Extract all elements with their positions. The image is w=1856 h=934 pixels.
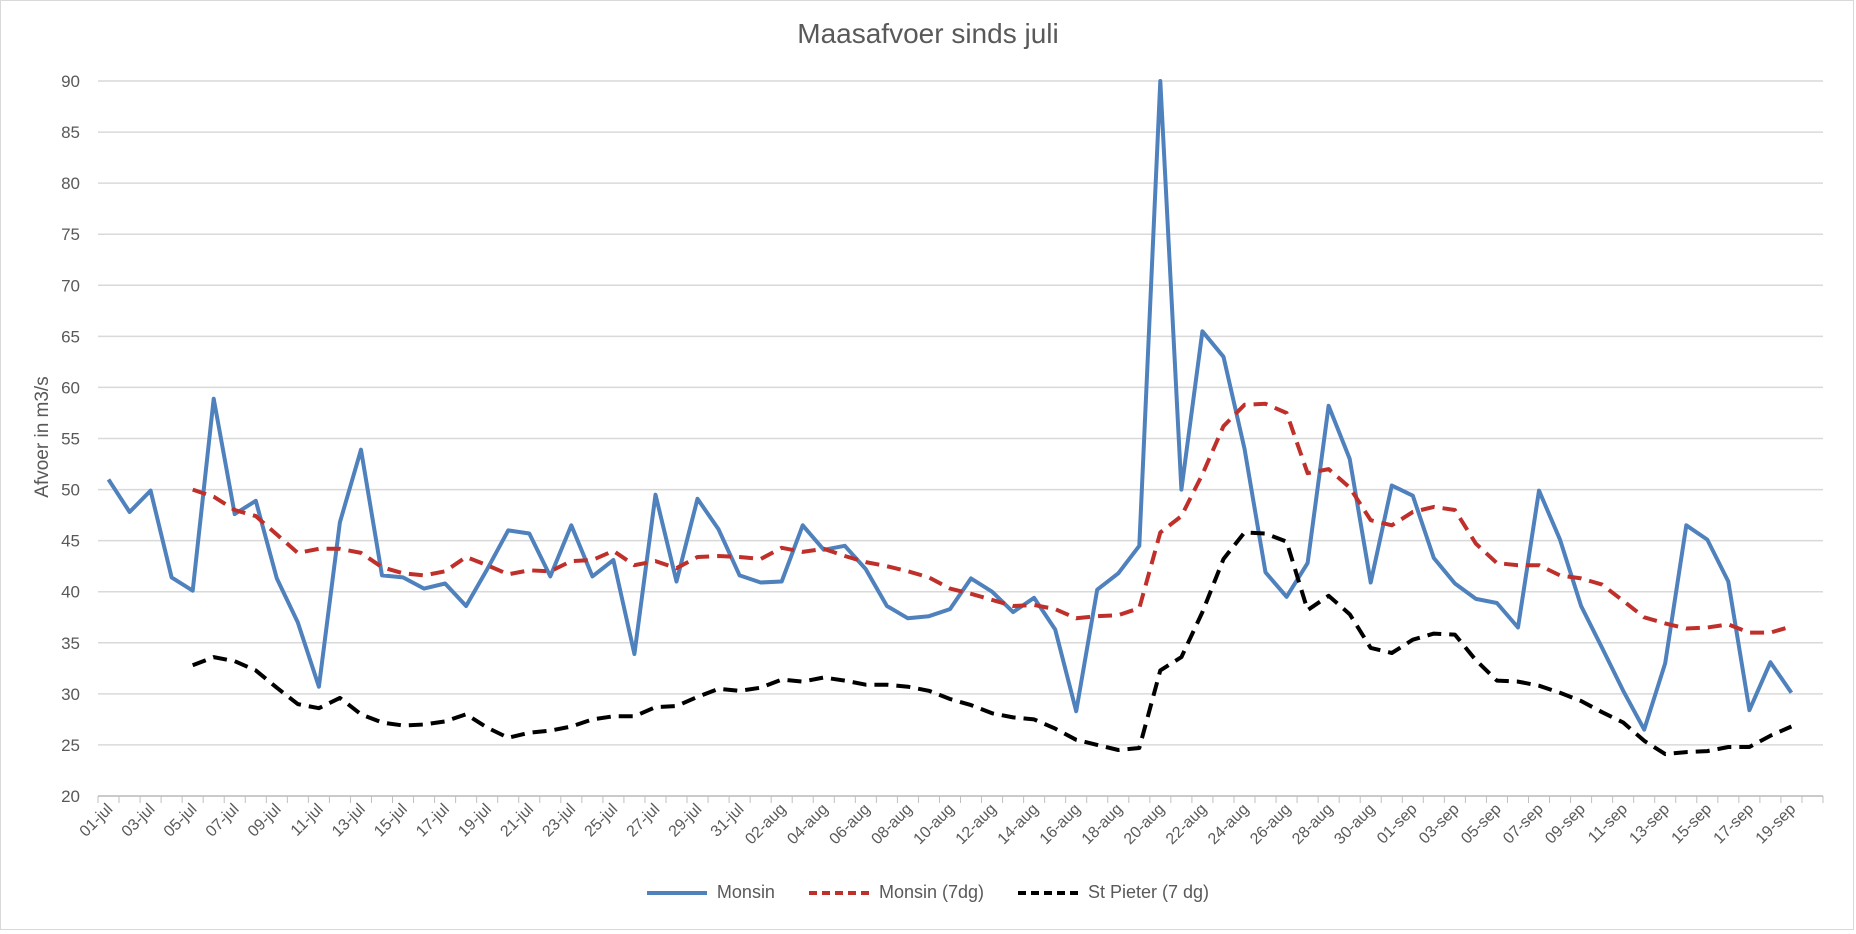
y-tick-label: 75 bbox=[61, 225, 80, 244]
y-tick-label: 20 bbox=[61, 787, 80, 806]
x-tick-label: 12-aug bbox=[953, 801, 1000, 848]
x-tick-label: 04-aug bbox=[784, 801, 831, 848]
y-tick-label: 60 bbox=[61, 378, 80, 397]
y-tick-label: 50 bbox=[61, 481, 80, 500]
x-tick-label: 30-aug bbox=[1331, 801, 1378, 848]
legend-label: Monsin (7dg) bbox=[878, 882, 984, 902]
x-tick-label: 16-aug bbox=[1037, 801, 1084, 848]
x-tick-label: 20-aug bbox=[1121, 801, 1168, 848]
y-tick-label: 35 bbox=[61, 634, 80, 653]
y-tick-label: 25 bbox=[61, 736, 80, 755]
y-tick-label: 85 bbox=[61, 123, 80, 142]
series-line-3 bbox=[191, 530, 1793, 757]
x-tick-label: 11-jul bbox=[288, 801, 327, 840]
x-tick-label: 07-sep bbox=[1500, 801, 1547, 848]
x-tick-label: 22-aug bbox=[1163, 801, 1210, 848]
chart-title: Maasafvoer sinds juli bbox=[797, 18, 1059, 49]
x-tick-label: 31-jul bbox=[708, 801, 748, 841]
x-tick-label: 06-aug bbox=[826, 801, 873, 848]
x-tick-label: 28-aug bbox=[1289, 801, 1336, 848]
x-tick-label: 29-jul bbox=[666, 801, 706, 841]
series-lines bbox=[106, 79, 1794, 757]
legend-swatch bbox=[646, 890, 707, 895]
legend-swatch bbox=[808, 890, 869, 895]
x-tick-label: 02-aug bbox=[742, 801, 789, 848]
x-tick-label: 03-jul bbox=[119, 801, 159, 841]
legend-swatch bbox=[1018, 890, 1078, 895]
x-tick-label: 13-sep bbox=[1626, 801, 1673, 848]
x-tick-label: 13-jul bbox=[329, 801, 369, 841]
legend-item: Monsin (7dg) bbox=[808, 882, 984, 903]
y-axis-title: Afvoer in m3/s bbox=[32, 376, 53, 497]
x-tick-label: 26-aug bbox=[1247, 801, 1294, 848]
x-tick-label: 19-jul bbox=[455, 801, 495, 841]
x-tick-label: 01-sep bbox=[1374, 801, 1421, 848]
y-tick-label: 70 bbox=[61, 276, 80, 295]
x-tick-label: 08-aug bbox=[868, 801, 915, 848]
y-tick-label: 55 bbox=[61, 430, 80, 449]
x-tick-label: 15-sep bbox=[1669, 801, 1716, 848]
x-tick-label: 05-jul bbox=[161, 801, 201, 841]
x-tick-label: 01-jul bbox=[77, 801, 117, 841]
x-tick-label: 21-jul bbox=[497, 801, 537, 841]
legend-item: St Pieter (7 dg) bbox=[1018, 882, 1209, 903]
x-tick-label: 15-jul bbox=[371, 801, 411, 841]
x-tick-label: 25-jul bbox=[582, 801, 622, 841]
y-tick-label: 40 bbox=[61, 583, 80, 602]
y-axis: 20 25 30 35 40 45 50 55 60 65 70 75 80 85 90 bbox=[61, 72, 80, 806]
gridlines bbox=[98, 80, 1823, 797]
legend-item: Monsin bbox=[646, 882, 775, 903]
legend-label: Monsin bbox=[716, 882, 775, 902]
x-tick-label: 24-aug bbox=[1205, 801, 1252, 848]
y-tick-label: 65 bbox=[61, 327, 80, 346]
series-line-2 bbox=[192, 401, 1792, 635]
x-tick-label: 05-sep bbox=[1458, 801, 1505, 848]
y-tick-label: 45 bbox=[61, 532, 80, 551]
y-tick-label: 90 bbox=[61, 72, 80, 91]
series-line-1 bbox=[106, 79, 1794, 732]
legend-label: St Pieter (7 dg) bbox=[1088, 882, 1210, 902]
x-tick-label: 09-sep bbox=[1542, 801, 1589, 848]
y-tick-label: 80 bbox=[61, 174, 80, 193]
x-tick-label: 27-jul bbox=[624, 801, 664, 841]
x-tick-label: 17-jul bbox=[413, 801, 453, 841]
legend: Monsin Monsin (7dg) St Pieter (7 dg) bbox=[0, 882, 1856, 903]
y-tick-label: 30 bbox=[61, 685, 80, 704]
x-tick-label: 09-jul bbox=[245, 801, 285, 841]
x-axis: 01-jul 03-jul 05-jul 07-jul 09-jul 11-jul 13-j… bbox=[77, 795, 1824, 848]
x-tick-label: 18-aug bbox=[1079, 801, 1126, 848]
x-tick-label: 11-sep bbox=[1585, 801, 1631, 847]
x-tick-label: 03-sep bbox=[1416, 801, 1463, 848]
x-tick-label: 17-sep bbox=[1711, 801, 1758, 848]
x-tick-label: 19-sep bbox=[1753, 801, 1800, 848]
x-tick-label: 10-aug bbox=[911, 801, 958, 848]
x-tick-label: 23-jul bbox=[539, 801, 579, 841]
x-tick-label: 14-aug bbox=[995, 801, 1042, 848]
x-tick-label: 07-jul bbox=[203, 801, 243, 841]
